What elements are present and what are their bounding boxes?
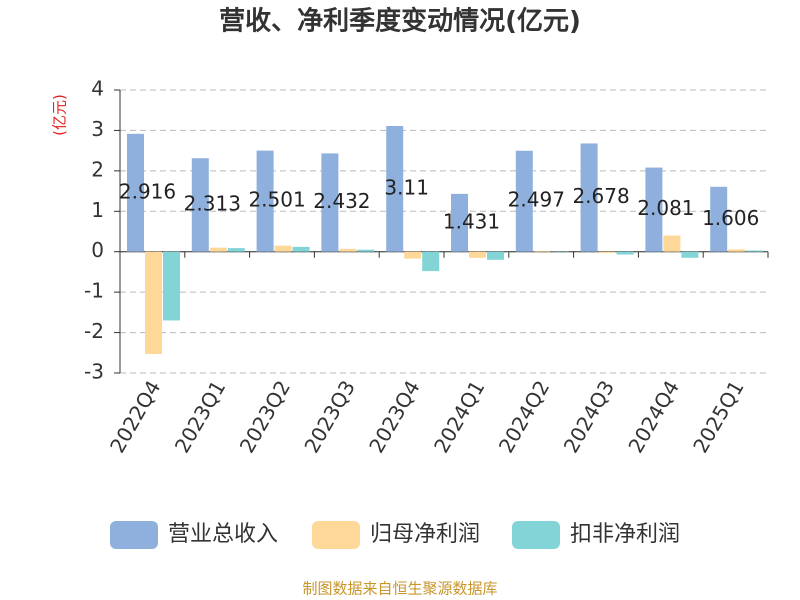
legend-swatch: [312, 521, 360, 549]
bar: [127, 133, 144, 252]
value-label: 1.431: [443, 209, 500, 233]
bar: [645, 167, 663, 252]
y-tick-label: 4: [91, 77, 104, 101]
bar: [227, 248, 245, 252]
bar: [292, 246, 310, 252]
bar: [710, 186, 728, 252]
bar: [191, 158, 209, 252]
bar: [515, 150, 533, 252]
chart-title: 营收、净利季度变动情况(亿元): [219, 6, 581, 37]
y-tick-label: 2: [91, 157, 104, 181]
bar: [746, 250, 764, 252]
y-tick-label: 3: [91, 117, 104, 141]
bar: [598, 251, 616, 253]
legend-label: 扣非净利润: [570, 522, 680, 547]
bar: [616, 251, 634, 255]
value-label: 2.916: [119, 179, 176, 203]
value-label: 2.432: [313, 189, 370, 213]
value-label: 2.313: [184, 191, 241, 215]
source-note: 制图数据来自恒生聚源数据库: [302, 580, 497, 598]
bar: [274, 245, 292, 252]
bar: [357, 249, 375, 252]
x-tick-label: 2024Q1: [429, 376, 489, 457]
bar: [681, 251, 699, 258]
bar: [321, 153, 339, 252]
legend-swatch: [110, 521, 158, 549]
bar: [339, 248, 357, 252]
legend-label: 归母净利润: [370, 522, 480, 547]
bar: [533, 250, 551, 252]
bar: [404, 251, 422, 259]
x-tick-label: 2023Q4: [364, 376, 424, 457]
bar: [580, 143, 598, 252]
bar: [663, 235, 681, 252]
value-label: 2.497: [508, 188, 565, 212]
x-tick-label: 2024Q4: [623, 376, 683, 457]
value-label: 3.11: [384, 175, 429, 199]
y-tick-label: 1: [91, 198, 104, 222]
bar: [209, 247, 227, 252]
x-tick-label: 2023Q3: [299, 376, 359, 457]
x-tick-label: 2025Q1: [688, 376, 748, 457]
bar: [145, 251, 162, 354]
bar: [469, 251, 486, 258]
x-tick-label: 2022Q4: [105, 376, 165, 457]
x-tick-label: 2024Q3: [559, 376, 619, 457]
bar: [728, 249, 746, 252]
value-label: 2.081: [637, 196, 694, 220]
legend-swatch: [512, 521, 560, 549]
bar: [163, 251, 180, 321]
bar: [451, 193, 468, 252]
x-tick-label: 2023Q1: [170, 376, 230, 457]
y-tick-label: -2: [84, 319, 104, 343]
y-tick-label: -3: [84, 360, 104, 384]
legend-label: 营业总收入: [168, 522, 278, 547]
bar: [256, 150, 274, 252]
y-tick-label: -1: [84, 279, 104, 303]
y-axis-label: (亿元): [51, 94, 69, 136]
x-tick-label: 2023Q2: [235, 376, 295, 457]
value-label: 1.606: [702, 206, 759, 230]
bar: [422, 251, 440, 272]
value-label: 2.678: [572, 184, 629, 208]
x-tick-label: 2024Q2: [494, 376, 554, 457]
value-label: 2.501: [248, 188, 305, 212]
bar: [386, 125, 404, 252]
y-tick-label: 0: [91, 238, 104, 262]
bar: [487, 251, 504, 260]
